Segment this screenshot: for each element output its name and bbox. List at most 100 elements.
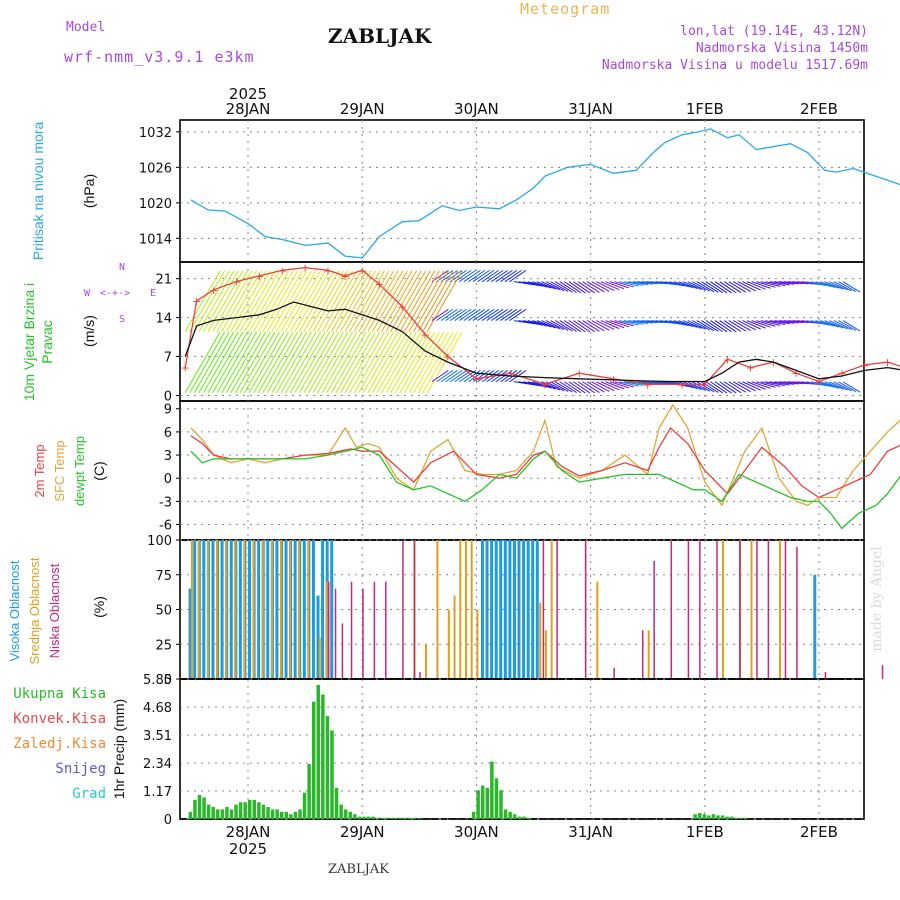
wind-barb	[216, 270, 253, 332]
wind-barb	[431, 308, 449, 322]
cloud-high-bar	[535, 540, 539, 679]
precip-bar	[476, 790, 480, 819]
top-date-label: 30JAN	[454, 100, 499, 118]
wind-barb	[335, 270, 372, 332]
panel-frame	[179, 119, 865, 263]
wind-barb	[756, 381, 776, 388]
wind-barb	[321, 331, 358, 394]
wind-barb	[266, 331, 303, 394]
precip-bar	[293, 811, 298, 819]
wind-barb	[362, 270, 399, 332]
cloud-high-bar	[485, 540, 489, 679]
y-tick-label: 1032	[139, 126, 172, 141]
precip-bar	[366, 816, 371, 819]
cloud-high-bar	[480, 540, 484, 679]
wind-barb	[609, 320, 630, 328]
wind-barb	[490, 269, 509, 283]
wind-barb	[285, 331, 321, 394]
y-tick-label: 21	[155, 273, 172, 288]
wind-barb	[769, 381, 790, 386]
wind-barb	[527, 281, 548, 288]
cloud-high-bar	[238, 540, 242, 679]
wind-barb	[216, 331, 253, 394]
wind-barb	[198, 270, 235, 332]
wind-barb	[490, 370, 509, 383]
cloud-high-bar	[188, 588, 192, 679]
wind-barb	[285, 270, 321, 332]
wind-barb	[550, 281, 569, 292]
precip-bar	[407, 817, 412, 819]
compass-s: S	[119, 314, 126, 325]
cloud-low-bar	[334, 588, 337, 679]
wind-barb	[838, 381, 857, 393]
wind-barb	[591, 281, 610, 292]
wind-barb	[545, 281, 565, 292]
wind-barb	[550, 320, 569, 331]
precip-bar	[348, 811, 352, 819]
wind-barb	[225, 270, 262, 332]
wind-barb	[189, 270, 226, 332]
wind-barb	[541, 320, 560, 330]
wind-barb	[344, 331, 381, 394]
wind-barb	[248, 331, 285, 394]
wind-barb	[833, 281, 852, 292]
wind-barb	[682, 381, 702, 391]
precip-bar	[238, 802, 243, 819]
footer-station: ZABLJAK	[328, 862, 389, 877]
y-tick-label: 100	[147, 534, 172, 549]
precip-bar	[229, 809, 234, 819]
y-tick-label: 1026	[139, 161, 172, 176]
app-title: Meteogram	[520, 0, 611, 18]
wind-barb	[481, 308, 499, 322]
wind-barb	[490, 308, 509, 322]
cloud-mid-bar	[425, 644, 428, 679]
wind-barb	[842, 320, 861, 332]
wind-barb	[824, 381, 844, 390]
wind-barb	[719, 381, 737, 394]
wind-barb	[381, 331, 417, 394]
wind-barb	[372, 331, 408, 394]
wind-barb	[719, 281, 737, 294]
bottom-date-label: 28JAN	[226, 823, 271, 841]
cloud-high-bar	[321, 540, 325, 679]
wind-barb	[678, 281, 698, 290]
y-tick-label: 0	[164, 472, 172, 487]
wind-barb	[577, 281, 595, 294]
wind-barb	[632, 281, 653, 285]
cloud-low-bar	[419, 672, 421, 679]
precip-bar	[343, 809, 348, 819]
wind-barb	[340, 270, 376, 332]
cloud-low-bar	[653, 560, 655, 679]
wind-barb	[349, 331, 385, 394]
wind-barb	[733, 281, 751, 293]
wind-barb	[298, 331, 335, 394]
wind-barb	[756, 281, 776, 288]
wind-barb	[294, 331, 331, 394]
wind-barb	[605, 320, 625, 329]
wind-barb	[619, 320, 639, 326]
cloud-low-bar	[767, 540, 770, 679]
wind-barb	[212, 331, 248, 394]
cloud-mid-bar	[289, 540, 292, 679]
precip-bar	[693, 814, 697, 819]
precip-bar	[503, 809, 508, 819]
wind-barb	[353, 331, 390, 394]
wind-barb	[303, 270, 340, 332]
wind-barb	[632, 320, 653, 324]
wind-barb	[458, 308, 477, 322]
wind-barb	[815, 281, 835, 288]
wind-barb	[769, 281, 790, 286]
wind-barb	[742, 381, 761, 391]
cloud-mid-bar	[459, 540, 462, 679]
model-elevation-text: Nadmorska Visina u modelu 1517.69m	[601, 58, 868, 73]
wind-barb	[436, 308, 454, 322]
cloud-mid-bar	[234, 540, 237, 679]
cloud-low-bar	[716, 540, 718, 679]
wind-barb	[326, 331, 363, 394]
cloud-mid-bar	[225, 540, 228, 679]
wind-barb	[751, 281, 771, 289]
precip-bar	[389, 817, 394, 819]
wind-barb	[774, 281, 795, 285]
precip-bar	[321, 694, 325, 819]
cloud-panel: 0 25 50 75 100	[147, 534, 884, 688]
